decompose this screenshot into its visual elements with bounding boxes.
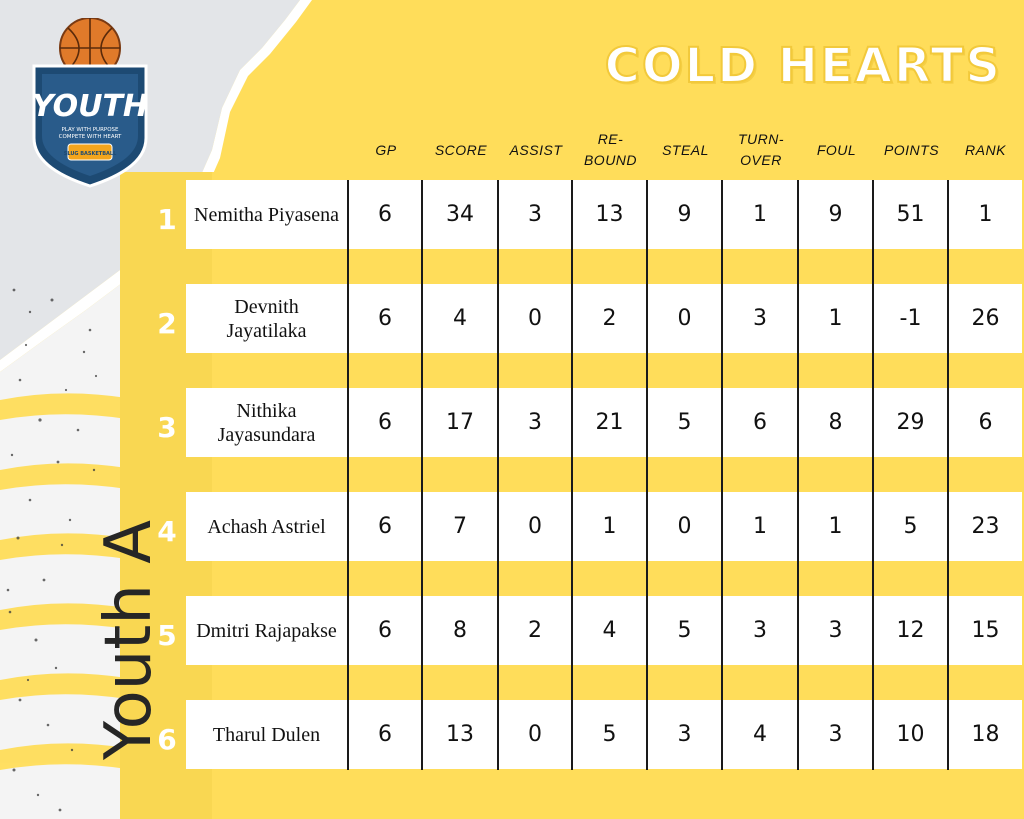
stat-cell: 5 <box>648 388 723 457</box>
stat-cell: 51 <box>874 180 949 249</box>
column-header: POINTS <box>883 141 940 158</box>
player-name: Achash Astriel <box>186 492 349 561</box>
stat-cell: 3 <box>723 284 799 353</box>
player-name: Tharul Dulen <box>186 700 349 769</box>
player-name: Devnith Jayatilaka <box>186 284 349 353</box>
stat-cell: 26 <box>949 284 1022 353</box>
stat-cell: 3 <box>799 596 874 665</box>
stat-cell: 34 <box>423 180 499 249</box>
stat-cell: 6 <box>349 700 423 769</box>
stat-cell: 10 <box>874 700 949 769</box>
stat-cell: 6 <box>349 596 423 665</box>
stat-cell: 7 <box>423 492 499 561</box>
table-row: Achash Astriel 6 7 0 1 0 1 1 5 23 <box>186 492 1022 561</box>
stat-cell: 0 <box>648 284 723 353</box>
logo-badge: SLUG BASKETBALL <box>64 151 117 157</box>
column-header: RANK <box>965 141 1006 158</box>
stat-cell: 2 <box>499 596 573 665</box>
stat-cell: 6 <box>349 180 423 249</box>
stat-cell: 4 <box>723 700 799 769</box>
stat-cell: 1 <box>723 492 799 561</box>
logo-tagline-1: PLAY WITH PURPOSE <box>61 127 119 133</box>
stat-cell: 1 <box>949 180 1022 249</box>
team-title: COLD HEARTS <box>604 37 1002 95</box>
stat-cell: 8 <box>799 388 874 457</box>
stat-cell: 0 <box>499 700 573 769</box>
stat-cell: 4 <box>573 596 648 665</box>
column-header: SCORE <box>434 141 488 158</box>
youth-logo: YOUTH PLAY WITH PURPOSE COMPETE WITH HEA… <box>32 18 148 188</box>
stat-cell: 0 <box>499 284 573 353</box>
stat-cell: 5 <box>648 596 723 665</box>
stat-cell: 8 <box>423 596 499 665</box>
stat-cell: 18 <box>949 700 1022 769</box>
table-row: Nithika Jayasundara 6 17 3 21 5 6 8 29 6 <box>186 388 1022 457</box>
stat-cell: 0 <box>648 492 723 561</box>
stat-cell: 3 <box>499 180 573 249</box>
stat-cell: 3 <box>648 700 723 769</box>
player-name: Dmitri Rajapakse <box>186 596 349 665</box>
stat-cell: 9 <box>648 180 723 249</box>
stat-cell: 6 <box>949 388 1022 457</box>
stat-cell: 3 <box>799 700 874 769</box>
logo-tagline-2: COMPETE WITH HEART <box>59 134 122 140</box>
stat-cell: 1 <box>799 284 874 353</box>
row-number: 2 <box>157 307 177 340</box>
stat-cell: 13 <box>423 700 499 769</box>
stat-cell: 3 <box>499 388 573 457</box>
table-row: Tharul Dulen 6 13 0 5 3 4 3 10 18 <box>186 700 1022 769</box>
stat-cell: 29 <box>874 388 949 457</box>
stat-cell: 3 <box>723 596 799 665</box>
column-header: RE- BOUND <box>583 131 638 168</box>
column-divider <box>646 180 648 770</box>
stat-cell: 12 <box>874 596 949 665</box>
column-header: ASSIST <box>509 141 563 158</box>
row-number: 4 <box>157 515 177 548</box>
column-divider <box>347 180 349 770</box>
stat-cell: 23 <box>949 492 1022 561</box>
column-divider <box>721 180 723 770</box>
row-number: 5 <box>157 619 177 652</box>
stat-cell: 1 <box>573 492 648 561</box>
player-name: Nithika Jayasundara <box>186 388 349 457</box>
stat-cell: 6 <box>723 388 799 457</box>
stat-cell: 5 <box>874 492 949 561</box>
stat-cell: 6 <box>349 284 423 353</box>
row-number: 6 <box>157 723 177 756</box>
column-header: GP <box>375 141 397 158</box>
stat-cell: 15 <box>949 596 1022 665</box>
logo-brand: YOUTH <box>32 89 148 124</box>
stat-cell: 6 <box>349 492 423 561</box>
table-row: Nemitha Piyasena 6 34 3 13 9 1 9 51 1 <box>186 180 1022 249</box>
stat-cell: -1 <box>874 284 949 353</box>
column-header: TURN- OVER <box>737 131 785 168</box>
stat-cell: 5 <box>573 700 648 769</box>
column-divider <box>571 180 573 770</box>
stat-cell: 0 <box>499 492 573 561</box>
column-divider <box>947 180 949 770</box>
column-divider <box>497 180 499 770</box>
column-divider <box>421 180 423 770</box>
table-row: Dmitri Rajapakse 6 8 2 4 5 3 3 12 15 <box>186 596 1022 665</box>
stat-cell: 1 <box>799 492 874 561</box>
column-header: STEAL <box>662 141 709 158</box>
row-number: 1 <box>157 203 177 236</box>
stat-cell: 4 <box>423 284 499 353</box>
stat-cell: 6 <box>349 388 423 457</box>
column-divider <box>872 180 874 770</box>
stat-cell: 17 <box>423 388 499 457</box>
stat-cell: 1 <box>723 180 799 249</box>
stat-cell: 9 <box>799 180 874 249</box>
table-row: Devnith Jayatilaka 6 4 0 2 0 3 1 -1 26 <box>186 284 1022 353</box>
stat-cell: 13 <box>573 180 648 249</box>
stat-cell: 21 <box>573 388 648 457</box>
row-number: 3 <box>157 411 177 444</box>
player-name: Nemitha Piyasena <box>186 180 349 249</box>
stat-cell: 2 <box>573 284 648 353</box>
column-header: FOUL <box>816 141 857 158</box>
column-divider <box>797 180 799 770</box>
